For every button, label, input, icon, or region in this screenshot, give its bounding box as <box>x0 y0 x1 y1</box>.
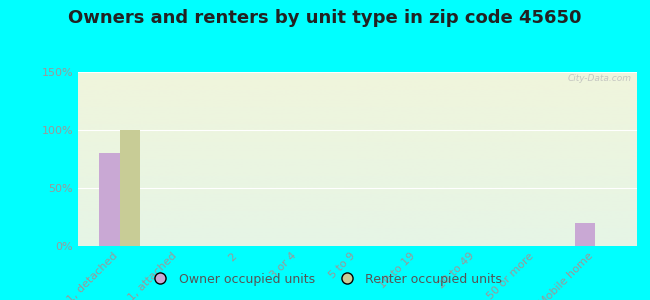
Text: City-Data.com: City-Data.com <box>567 74 631 83</box>
Legend: Owner occupied units, Renter occupied units: Owner occupied units, Renter occupied un… <box>143 268 507 291</box>
Text: Owners and renters by unit type in zip code 45650: Owners and renters by unit type in zip c… <box>68 9 582 27</box>
Bar <box>575 223 595 246</box>
Bar <box>120 130 140 246</box>
Bar <box>99 153 120 246</box>
